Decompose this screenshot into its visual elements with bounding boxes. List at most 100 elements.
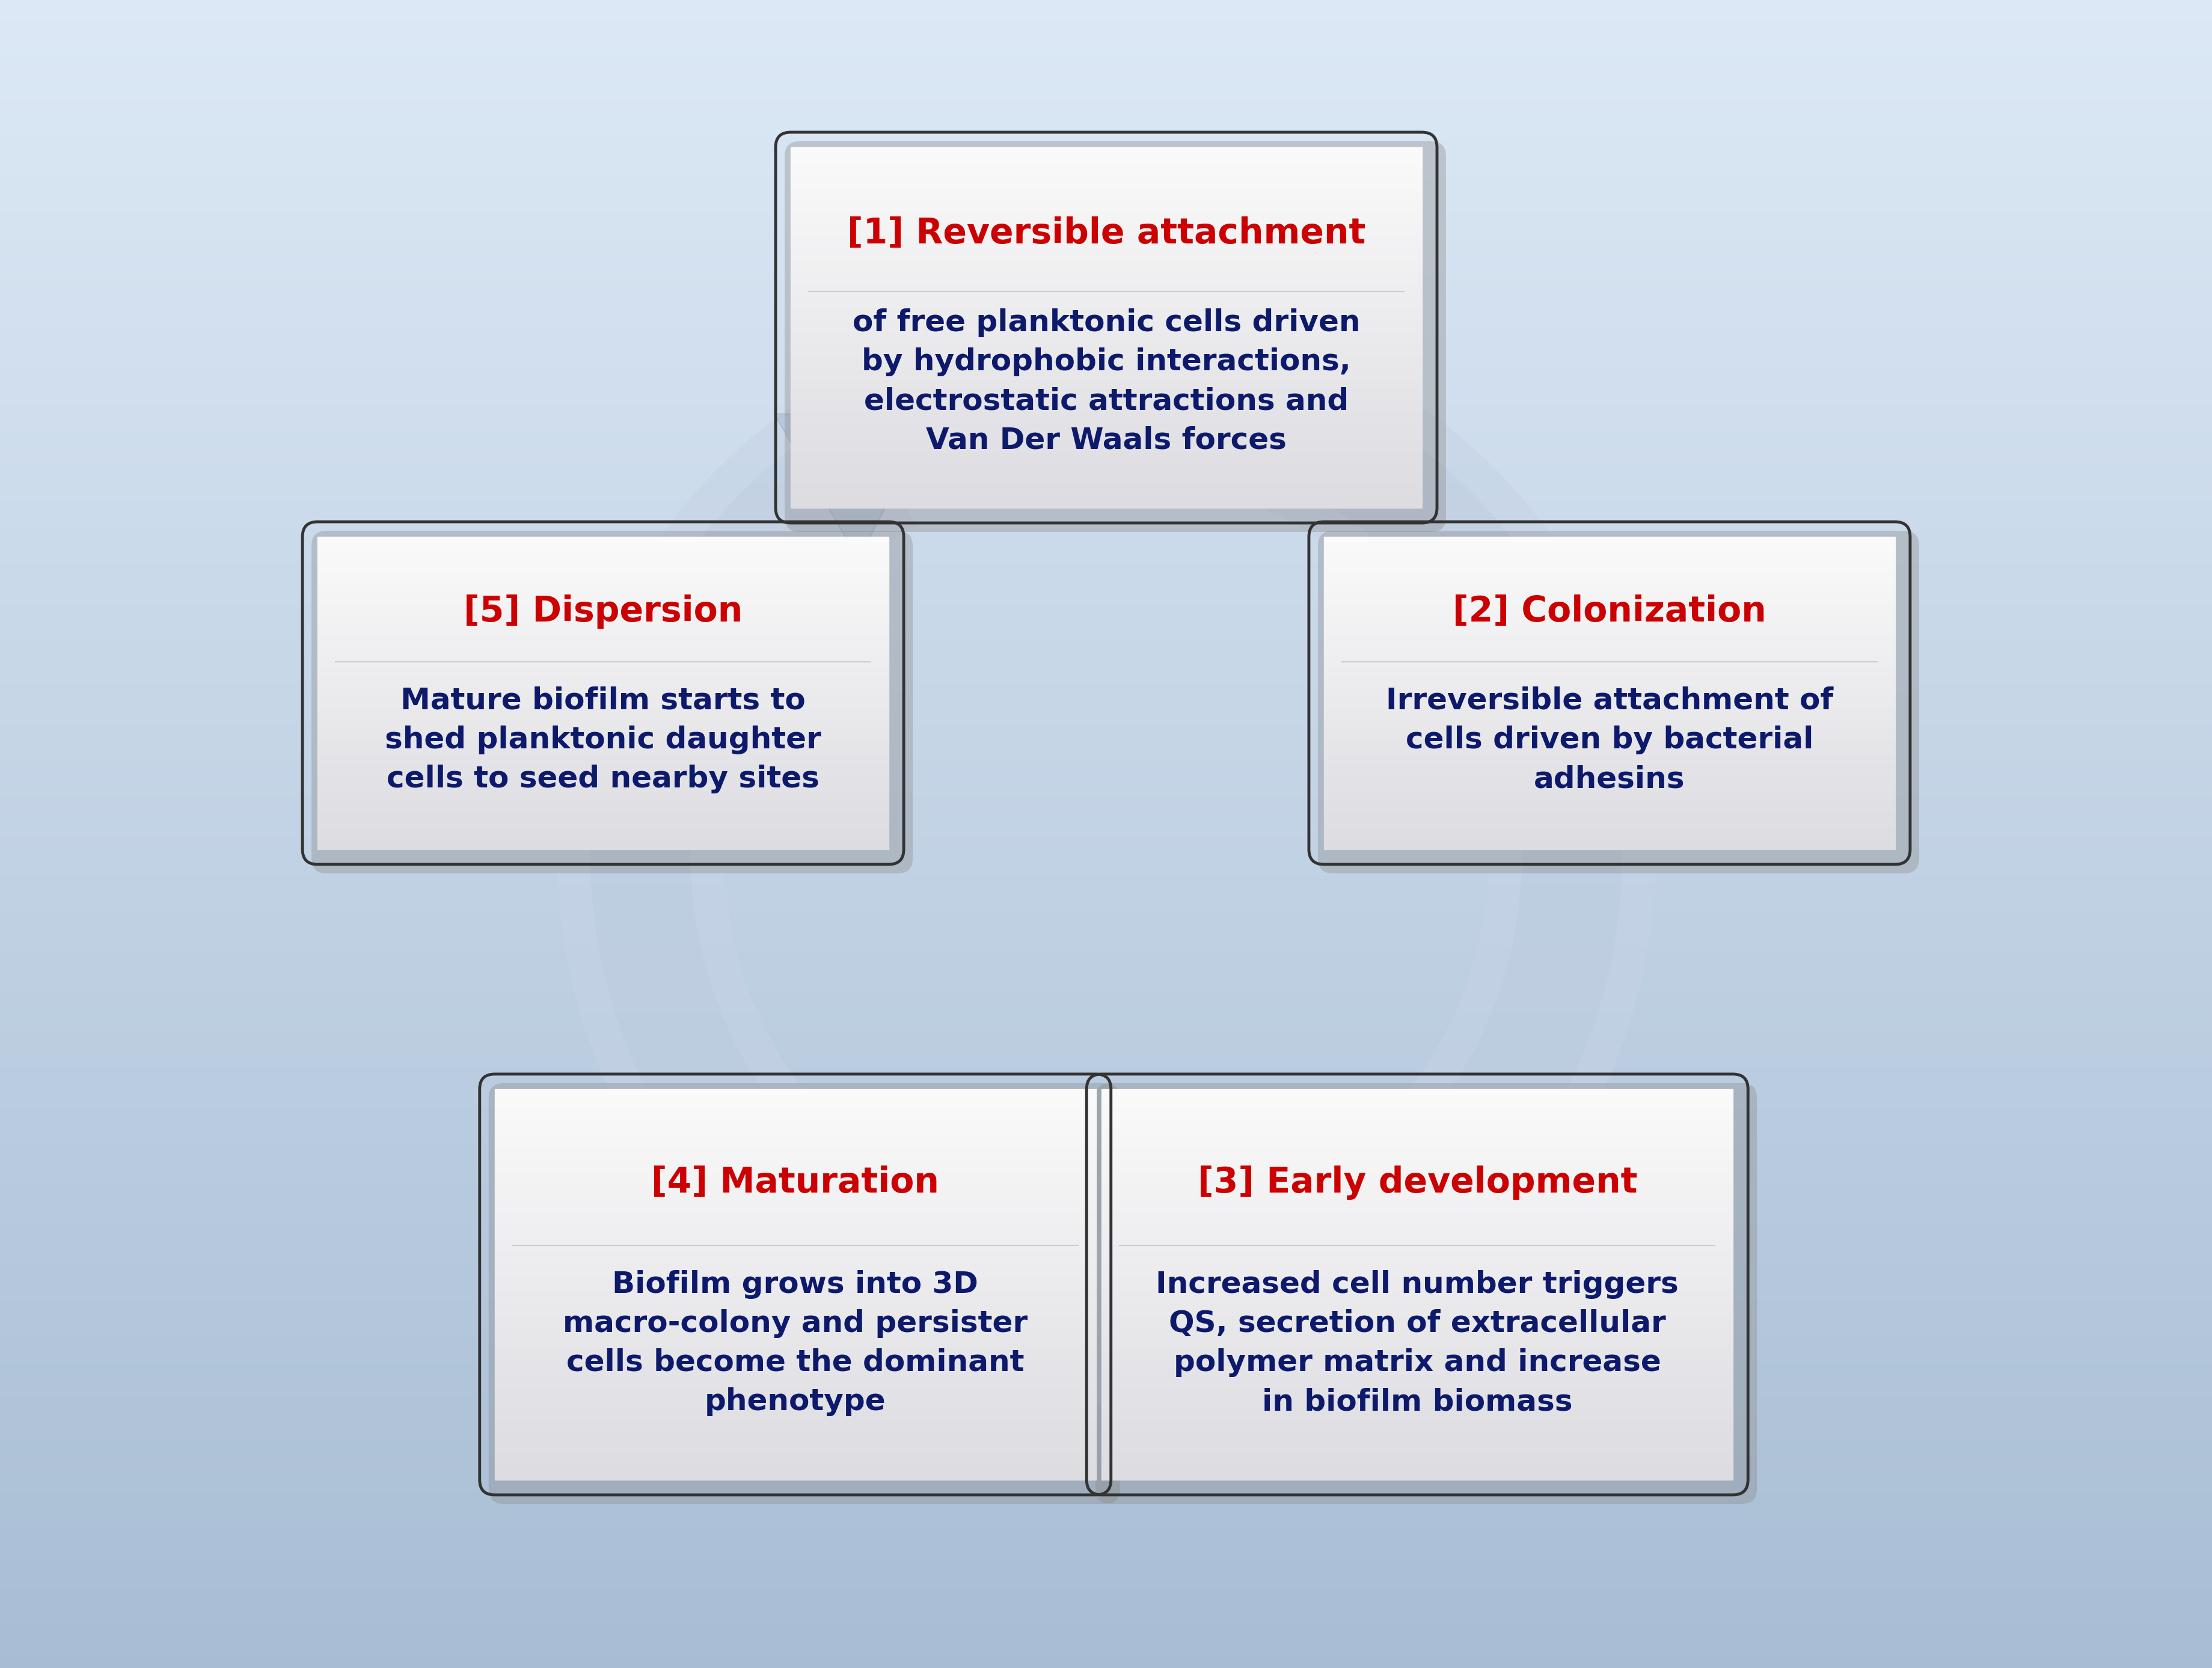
Bar <box>0 776 2212 781</box>
Bar <box>495 1233 1095 1239</box>
Bar <box>0 1548 2212 1551</box>
Bar <box>495 1174 1095 1181</box>
Bar <box>0 1284 2212 1288</box>
Bar <box>0 1593 2212 1598</box>
Bar <box>316 736 889 741</box>
Bar <box>495 1434 1095 1441</box>
Bar <box>0 821 2212 826</box>
Bar <box>0 1164 2212 1168</box>
Bar <box>1102 1134 1732 1141</box>
Bar <box>0 447 2212 450</box>
Bar <box>1102 1454 1732 1460</box>
Bar <box>0 342 2212 347</box>
Bar <box>0 1281 2212 1284</box>
FancyBboxPatch shape <box>1318 530 1918 874</box>
Bar <box>1323 729 1896 736</box>
Bar <box>0 1004 2212 1009</box>
Bar <box>1102 1154 1732 1161</box>
Bar <box>0 634 2212 639</box>
Bar <box>0 1131 2212 1134</box>
Bar <box>1102 1421 1732 1428</box>
Bar <box>790 214 1422 220</box>
Bar <box>495 1199 1095 1206</box>
Bar <box>0 67 2212 70</box>
Bar <box>1102 1291 1732 1298</box>
Bar <box>0 1660 2212 1665</box>
Bar <box>0 1451 2212 1454</box>
Bar <box>316 766 889 771</box>
Bar <box>0 113 2212 117</box>
Bar <box>0 1248 2212 1251</box>
Bar <box>0 1651 2212 1655</box>
Bar <box>316 631 889 636</box>
Bar <box>316 599 889 604</box>
Bar <box>0 525 2212 530</box>
Bar <box>0 1168 2212 1171</box>
Bar <box>0 262 2212 267</box>
Bar <box>0 200 2212 205</box>
Bar <box>0 87 2212 92</box>
Bar <box>0 1176 2212 1181</box>
Bar <box>0 12 2212 17</box>
Bar <box>0 622 2212 626</box>
Bar <box>316 579 889 584</box>
Bar <box>0 592 2212 595</box>
Bar <box>495 1219 1095 1226</box>
Bar <box>0 17 2212 20</box>
Bar <box>1323 574 1896 579</box>
Bar <box>1323 569 1896 574</box>
Bar <box>0 692 2212 697</box>
Bar <box>1323 641 1896 646</box>
Bar <box>0 600 2212 605</box>
Bar <box>0 367 2212 372</box>
Bar <box>495 1329 1095 1336</box>
Bar <box>0 697 2212 701</box>
Bar <box>0 971 2212 976</box>
Bar <box>316 776 889 782</box>
Bar <box>0 1381 2212 1384</box>
Bar <box>0 1354 2212 1359</box>
Bar <box>0 1421 2212 1426</box>
Bar <box>0 420 2212 425</box>
Bar <box>0 731 2212 734</box>
FancyBboxPatch shape <box>785 142 1447 532</box>
Bar <box>316 657 889 662</box>
Bar <box>0 859 2212 864</box>
Bar <box>495 1383 1095 1389</box>
Bar <box>316 652 889 657</box>
Bar <box>0 1648 2212 1651</box>
Bar <box>495 1389 1095 1394</box>
Bar <box>316 584 889 589</box>
Bar <box>0 1515 2212 1518</box>
Bar <box>0 931 2212 934</box>
Bar <box>0 183 2212 188</box>
Bar <box>0 347 2212 350</box>
Bar <box>0 1488 2212 1493</box>
Bar <box>0 83 2212 87</box>
Bar <box>1323 817 1896 824</box>
Bar <box>0 314 2212 317</box>
Bar <box>790 165 1422 172</box>
Bar <box>0 804 2212 809</box>
Bar <box>790 310 1422 315</box>
Bar <box>0 837 2212 842</box>
Bar <box>0 887 2212 892</box>
Bar <box>495 1109 1095 1116</box>
Bar <box>0 28 2212 33</box>
Bar <box>0 192 2212 195</box>
Bar <box>1102 1271 1732 1278</box>
Bar <box>0 1009 2212 1012</box>
Bar <box>0 1531 2212 1535</box>
Bar <box>0 504 2212 509</box>
Bar <box>0 1551 2212 1555</box>
Bar <box>1323 782 1896 787</box>
Bar <box>495 1089 1095 1096</box>
Bar <box>0 754 2212 759</box>
Bar <box>1102 1376 1732 1383</box>
Bar <box>316 646 889 652</box>
Bar <box>495 1414 1095 1421</box>
Bar <box>790 202 1422 207</box>
Bar <box>0 570 2212 575</box>
Bar <box>495 1349 1095 1356</box>
Bar <box>0 1543 2212 1548</box>
